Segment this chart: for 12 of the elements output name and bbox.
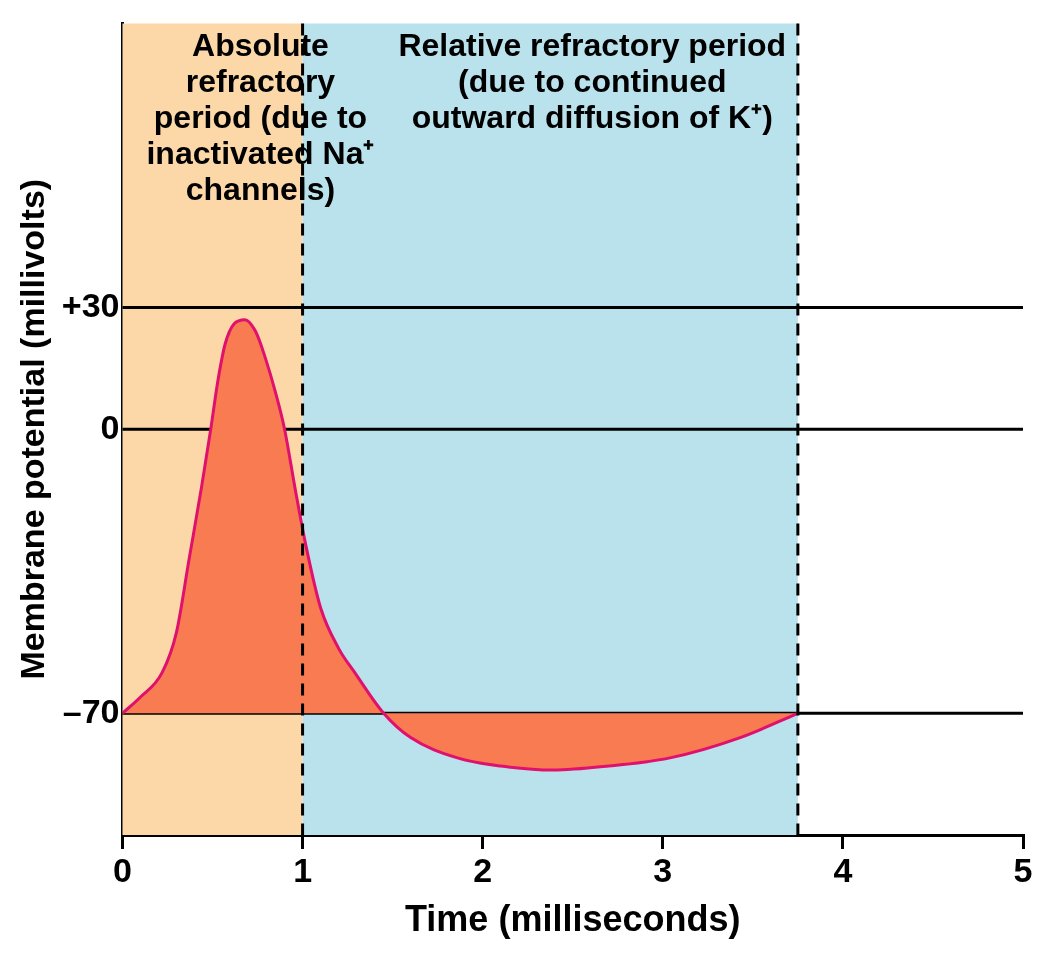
- x-tick-label: 2: [473, 850, 493, 889]
- x-tick-label: 3: [653, 850, 673, 889]
- x-tick-label: 1: [293, 850, 313, 889]
- band-label: Absolute refractory period (due to inactivated Na⁺ channels): [146, 27, 375, 208]
- band-label: Relative refractory period (due to continued outward diffusion of K⁺): [398, 27, 787, 136]
- x-tick-label: 5: [1013, 850, 1033, 889]
- x-axis-title: Time (milliseconds): [405, 898, 741, 940]
- x-tick-label: 4: [833, 850, 853, 889]
- y-tick-label: +30: [61, 285, 120, 324]
- y-axis-title: Membrane potential (millivolts): [12, 178, 51, 680]
- y-tick-label: 0: [100, 407, 120, 446]
- y-tick-label: –70: [62, 691, 120, 730]
